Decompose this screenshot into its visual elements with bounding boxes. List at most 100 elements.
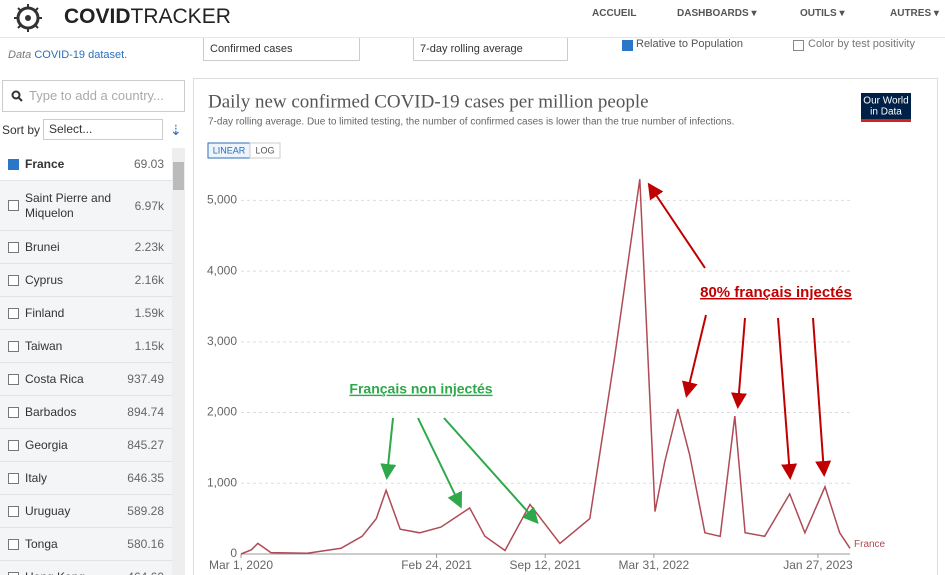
nav-item[interactable]: AUTRES ▾ — [890, 8, 939, 19]
brand-rest: TRACKER — [130, 5, 231, 28]
country-row[interactable]: Taiwan 1.15k — [0, 330, 172, 363]
owid-logo-bar — [861, 119, 911, 122]
y-tick-label: 5,000 — [207, 193, 237, 207]
sort-select[interactable]: Select... — [43, 119, 163, 140]
country-row[interactable]: Cyprus 2.16k — [0, 264, 172, 297]
red-arrows — [647, 182, 832, 480]
annotation: Français non injectés — [349, 381, 492, 397]
country-row[interactable]: Costa Rica 937.49 — [0, 363, 172, 396]
source: Data COVID-19 dataset. — [8, 49, 127, 61]
divider — [0, 37, 945, 38]
country-name: Costa Rica — [25, 371, 84, 386]
checkbox[interactable] — [8, 274, 19, 286]
checkbox[interactable] — [622, 40, 633, 51]
country-name: Cyprus — [25, 272, 64, 287]
y-tick-label: 1,000 — [207, 475, 237, 489]
source-prefix: Data — [8, 49, 32, 61]
country-value: 464.60 — [127, 570, 164, 575]
country-value: 1.59k — [134, 306, 164, 320]
log-button[interactable] — [249, 142, 281, 159]
x-tick-label: Mar 1, 2020 — [209, 558, 273, 572]
log-label: LOG — [255, 145, 274, 155]
country-name: Saint Pierre and Miquelon — [25, 190, 112, 220]
virus-icon — [14, 4, 42, 32]
checkbox[interactable] — [8, 373, 19, 385]
owid-logo[interactable] — [861, 93, 911, 122]
country-row[interactable]: Barbados 894.74 — [0, 396, 172, 429]
brand[interactable]: COVIDTRACKER — [64, 5, 231, 29]
checkbox[interactable] — [8, 472, 19, 484]
checkbox-label: Relative to Population — [636, 38, 744, 50]
country-name: Barbados — [25, 404, 77, 419]
chart-panel — [193, 78, 938, 575]
sort-label: Sort by — [2, 123, 41, 137]
country-name: Finland — [25, 305, 65, 320]
country-name: Taiwan — [25, 338, 63, 353]
checkbox[interactable] — [8, 439, 19, 451]
country-value: 6.97k — [134, 198, 164, 213]
country-value: 589.28 — [127, 504, 164, 518]
x-tick-label: Jan 27, 2023 — [783, 558, 853, 572]
nav-item[interactable]: ACCUEIL — [592, 8, 637, 19]
metric-select[interactable]: Confirmed cases — [203, 38, 360, 61]
country-row[interactable]: Finland 1.59k — [0, 297, 172, 330]
y-tick-label: 2,000 — [207, 405, 237, 419]
country-row[interactable]: Uruguay 589.28 — [0, 495, 172, 528]
checkbox[interactable] — [8, 538, 19, 550]
country-value: 1.15k — [134, 339, 164, 353]
country-row[interactable]: Saint Pierre and Miquelon 6.97k — [0, 181, 172, 231]
country-value: 2.23k — [134, 240, 164, 254]
sort-icon[interactable]: ⇣ — [170, 122, 182, 138]
country-name: Hong Kong — [25, 570, 127, 575]
country-name: France — [25, 156, 65, 171]
country-row[interactable]: Brunei 2.23k — [0, 231, 172, 264]
country-list: France 69.03 Saint Pierre and Miquelon 6.97… — [0, 148, 172, 575]
brand-bold: COVID — [64, 5, 131, 28]
checkbox[interactable] — [8, 158, 19, 170]
y-tick-label: 3,000 — [207, 334, 237, 348]
source-link[interactable]: COVID-19 dataset. — [34, 49, 128, 61]
country-row[interactable]: Georgia 845.27 — [0, 429, 172, 462]
checkbox[interactable] — [8, 200, 19, 211]
country-name: Uruguay — [25, 503, 71, 518]
y-tick-label: 4,000 — [207, 263, 237, 277]
x-tick-label: Feb 24, 2021 — [401, 558, 472, 572]
country-row[interactable]: France 69.03 — [0, 148, 172, 181]
country-name: Georgia — [25, 437, 68, 452]
green-arrows — [380, 417, 539, 524]
country-value: 845.27 — [127, 438, 164, 452]
country-value: 69.03 — [133, 157, 164, 171]
chart: Daily new confirmed COVID-19 cases per m… — [193, 78, 938, 575]
scroll-thumb[interactable] — [173, 162, 184, 190]
annotation: 80% français injectés — [700, 284, 852, 301]
x-tick-label: Mar 31, 2022 — [619, 558, 690, 572]
checkbox[interactable] — [793, 40, 804, 51]
series-line — [240, 178, 851, 555]
logo-icon — [10, 2, 46, 34]
country-value: 580.16 — [127, 537, 164, 551]
interval-select[interactable]: 7-day rolling average — [413, 38, 568, 61]
series-label: France — [854, 539, 886, 550]
checkbox[interactable] — [8, 307, 19, 319]
scrollbar[interactable] — [172, 148, 185, 575]
country-value: 937.49 — [127, 372, 164, 386]
nav-item[interactable]: OUTILS ▾ — [800, 8, 845, 19]
checkbox[interactable] — [8, 505, 19, 517]
checkbox[interactable] — [8, 241, 19, 253]
owid-logo-text: Our World — [863, 96, 908, 107]
country-name: Italy — [25, 470, 48, 485]
search-box[interactable]: Type to add a country... — [2, 80, 185, 112]
country-value: 894.74 — [127, 405, 164, 419]
checkbox[interactable] — [8, 571, 19, 575]
checkbox[interactable] — [8, 340, 19, 352]
search-icon — [11, 90, 23, 102]
chart-subtitle: 7-day rolling average. Due to limited te… — [208, 117, 734, 128]
country-value: 646.35 — [127, 471, 164, 485]
y-tick-label: 0 — [230, 546, 237, 560]
checkbox[interactable] — [8, 406, 19, 418]
nav-item[interactable]: DASHBOARDS ▾ — [677, 8, 757, 19]
country-row[interactable]: Italy 646.35 — [0, 462, 172, 495]
country-row[interactable]: Hong Kong464.60 — [0, 561, 172, 575]
country-row[interactable]: Tonga 580.16 — [0, 528, 172, 561]
